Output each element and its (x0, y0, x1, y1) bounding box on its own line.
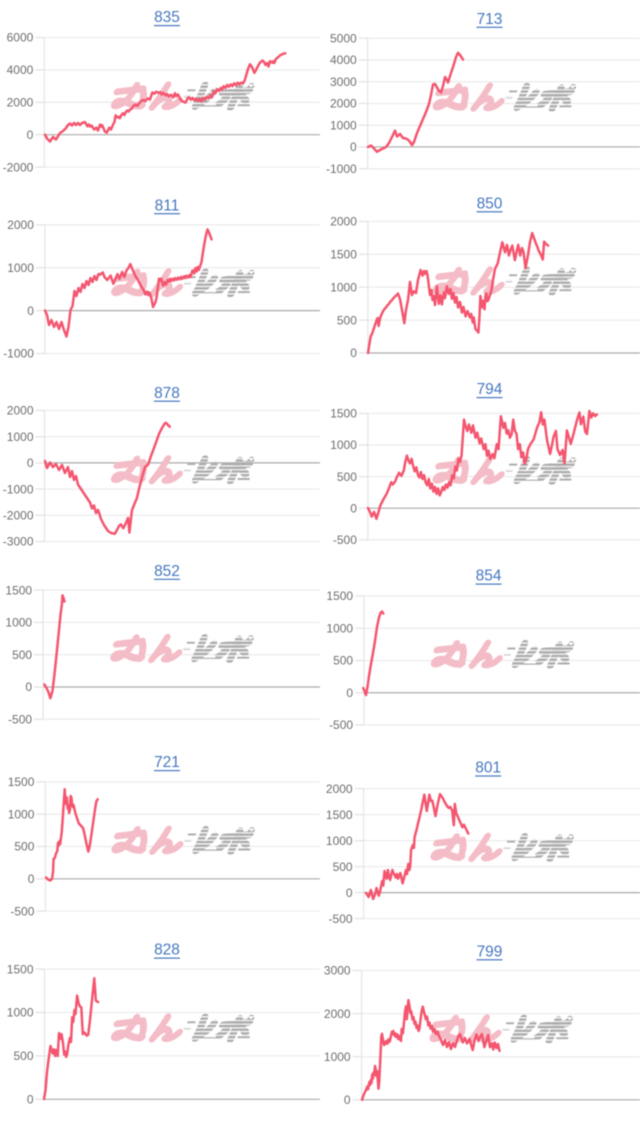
svg-text:6000: 6000 (7, 31, 34, 45)
svg-text:794: 794 (477, 381, 503, 398)
svg-text:500: 500 (13, 1049, 33, 1063)
svg-text:500: 500 (12, 648, 32, 662)
svg-text:2000: 2000 (7, 404, 34, 418)
svg-text:1000: 1000 (7, 261, 34, 275)
svg-text:713: 713 (477, 11, 503, 28)
svg-text:1500: 1500 (5, 583, 32, 597)
svg-text:0: 0 (27, 456, 34, 470)
svg-text:1000: 1000 (330, 280, 357, 294)
svg-text:1000: 1000 (7, 1006, 34, 1020)
svg-text:-500: -500 (10, 904, 34, 918)
svg-text:0: 0 (27, 128, 34, 142)
svg-text:1000: 1000 (324, 1050, 351, 1064)
svg-text:828: 828 (154, 942, 180, 959)
svg-text:500: 500 (337, 313, 357, 327)
svg-text:-500: -500 (8, 713, 32, 727)
svg-text:2000: 2000 (7, 96, 34, 110)
svg-text:2000: 2000 (324, 1007, 351, 1021)
svg-text:4000: 4000 (7, 63, 34, 77)
svg-text:5000: 5000 (330, 31, 357, 45)
svg-text:0: 0 (350, 501, 357, 515)
svg-text:-2000: -2000 (3, 160, 34, 174)
svg-text:835: 835 (154, 9, 180, 26)
svg-text:878: 878 (154, 385, 180, 402)
svg-text:1000: 1000 (5, 616, 32, 630)
svg-text:1500: 1500 (326, 808, 353, 822)
svg-text:0: 0 (25, 680, 32, 694)
svg-text:-1000: -1000 (3, 347, 34, 361)
svg-text:1500: 1500 (8, 775, 35, 789)
svg-text:500: 500 (333, 654, 353, 668)
svg-text:-500: -500 (329, 718, 353, 732)
svg-text:721: 721 (154, 754, 180, 771)
svg-text:1500: 1500 (326, 589, 353, 603)
svg-text:500: 500 (14, 840, 34, 854)
svg-text:4000: 4000 (330, 53, 357, 67)
svg-text:1500: 1500 (330, 407, 357, 421)
svg-text:1000: 1000 (330, 438, 357, 452)
svg-text:1500: 1500 (330, 248, 357, 262)
svg-text:-3000: -3000 (3, 535, 34, 549)
svg-text:-2000: -2000 (3, 509, 34, 523)
svg-text:0: 0 (346, 686, 353, 700)
svg-text:-500: -500 (329, 912, 353, 926)
svg-text:0: 0 (344, 1093, 351, 1107)
svg-text:-1000: -1000 (3, 482, 34, 496)
svg-text:1000: 1000 (8, 807, 35, 821)
svg-text:2000: 2000 (326, 782, 353, 796)
svg-text:801: 801 (475, 760, 501, 777)
svg-text:1500: 1500 (7, 962, 34, 976)
svg-text:-1000: -1000 (326, 162, 357, 176)
svg-text:0: 0 (28, 872, 35, 886)
svg-text:0: 0 (350, 346, 357, 360)
svg-text:2000: 2000 (330, 97, 357, 111)
svg-text:500: 500 (337, 470, 357, 484)
svg-text:-500: -500 (333, 533, 357, 547)
svg-text:0: 0 (350, 140, 357, 154)
svg-text:854: 854 (476, 568, 502, 585)
svg-text:1000: 1000 (7, 430, 34, 444)
svg-text:850: 850 (477, 195, 503, 212)
svg-text:2000: 2000 (7, 218, 34, 232)
svg-text:1000: 1000 (326, 621, 353, 635)
svg-text:852: 852 (154, 563, 180, 580)
svg-text:0: 0 (27, 304, 34, 318)
svg-text:799: 799 (477, 943, 503, 960)
svg-text:500: 500 (333, 860, 353, 874)
svg-text:1000: 1000 (326, 834, 353, 848)
svg-text:2000: 2000 (330, 215, 357, 229)
svg-text:811: 811 (155, 197, 180, 214)
svg-text:3000: 3000 (330, 75, 357, 89)
svg-text:0: 0 (27, 1093, 34, 1107)
svg-text:3000: 3000 (324, 964, 351, 978)
svg-text:0: 0 (346, 886, 353, 900)
svg-text:1000: 1000 (330, 118, 357, 132)
